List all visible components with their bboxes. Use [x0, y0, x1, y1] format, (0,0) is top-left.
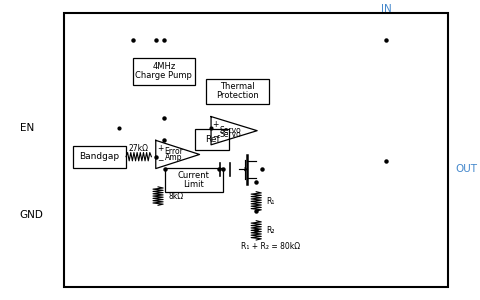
Text: −: − [157, 156, 164, 165]
Text: 8kΩ: 8kΩ [168, 192, 183, 201]
Bar [132, 58, 195, 85]
Text: +: + [157, 144, 164, 153]
Text: Charge Pump: Charge Pump [135, 71, 192, 80]
Text: R₁ + R₂ = 80kΩ: R₁ + R₂ = 80kΩ [241, 242, 300, 251]
Text: Ref: Ref [205, 135, 219, 144]
Text: Servo: Servo [219, 126, 241, 135]
Text: +: + [213, 120, 219, 129]
Text: GND: GND [20, 210, 44, 220]
Text: Protection: Protection [216, 91, 259, 100]
Bar [206, 79, 269, 104]
Text: R₁: R₁ [266, 197, 275, 206]
Bar [165, 168, 223, 192]
Text: Current: Current [178, 171, 210, 180]
Text: 4MHz: 4MHz [152, 62, 176, 71]
Text: R₂: R₂ [266, 226, 275, 235]
Bar [73, 146, 126, 168]
Text: Bandgap: Bandgap [79, 152, 120, 161]
Text: Amp: Amp [166, 153, 183, 162]
Text: EN: EN [20, 123, 34, 133]
Text: Thermal: Thermal [220, 82, 255, 91]
Text: 27kΩ: 27kΩ [129, 144, 149, 153]
Text: Servo: Servo [219, 130, 241, 139]
Bar [195, 129, 229, 150]
Bar [63, 13, 448, 287]
Text: −: − [213, 132, 219, 141]
Text: Error: Error [165, 147, 183, 156]
Text: Limit: Limit [183, 180, 204, 189]
Text: IN: IN [381, 4, 392, 14]
Text: OUT: OUT [455, 164, 477, 174]
